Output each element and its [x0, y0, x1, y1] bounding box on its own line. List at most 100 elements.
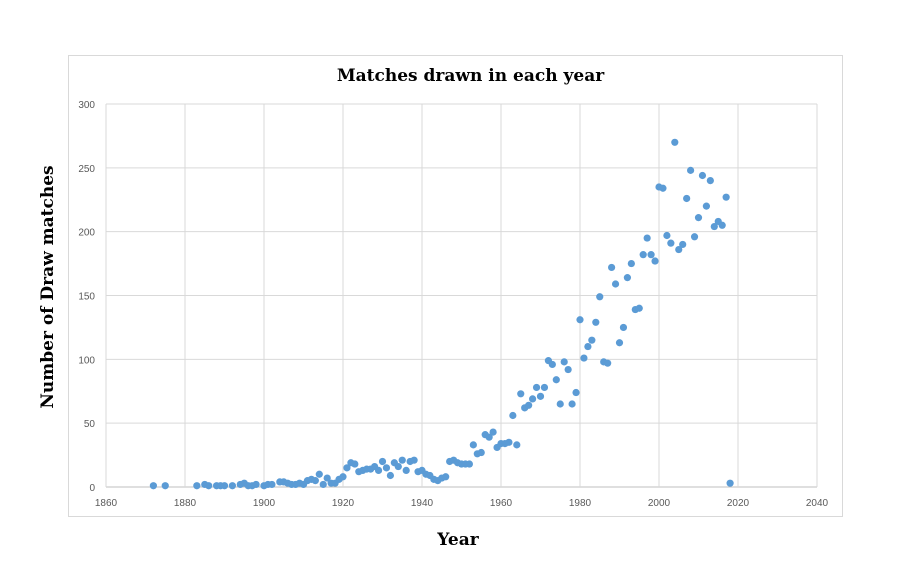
- data-point: [667, 239, 675, 247]
- data-point: [525, 401, 533, 409]
- x-tick-label: 2020: [727, 498, 750, 509]
- data-point: [193, 482, 201, 490]
- data-point: [639, 251, 647, 259]
- y-axis-tick-labels: 0 50 100 150 200 250 300: [78, 100, 95, 494]
- data-point: [671, 138, 679, 146]
- data-point: [315, 470, 323, 478]
- data-point: [268, 480, 276, 489]
- chart-title: Matches drawn in each year: [336, 66, 605, 86]
- data-point: [604, 359, 612, 367]
- data-point: [465, 460, 473, 468]
- data-point: [398, 456, 406, 464]
- data-point: [564, 365, 572, 374]
- y-tick-label: 0: [89, 483, 95, 494]
- gridlines: [105, 103, 818, 488]
- data-point: [683, 194, 691, 203]
- data-point: [311, 477, 319, 485]
- data-point: [623, 274, 632, 282]
- data-point: [485, 433, 493, 441]
- chart-area: [68, 55, 843, 517]
- data-point: [663, 231, 671, 240]
- x-axis-tick-labels: 1860 1880 1900 1920 1940 1960 1980 2000 2020 2040: [95, 498, 829, 509]
- x-tick-label: 1960: [490, 498, 513, 509]
- data-point: [710, 222, 718, 231]
- data-point: [386, 471, 394, 480]
- data-point: [319, 480, 327, 489]
- data-point: [560, 358, 568, 366]
- data-point: [394, 462, 402, 471]
- data-point: [540, 383, 549, 392]
- data-point: [378, 457, 387, 466]
- data-point: [687, 166, 695, 174]
- data-point: [252, 480, 260, 489]
- x-tick-label: 1940: [411, 498, 434, 509]
- y-tick-label: 300: [78, 100, 95, 111]
- data-point: [442, 473, 450, 481]
- data-point: [584, 342, 592, 351]
- data-point: [694, 214, 703, 222]
- data-point: [675, 245, 683, 254]
- data-point: [568, 400, 576, 408]
- data-point: [596, 293, 604, 301]
- data-point: [651, 257, 659, 265]
- data-point: [469, 441, 477, 449]
- x-tick-label: 1920: [332, 498, 355, 509]
- data-point: [517, 390, 525, 398]
- data-point: [351, 460, 359, 468]
- data-point: [374, 466, 383, 475]
- data-point: [509, 411, 517, 420]
- x-tick-label: 1860: [95, 498, 118, 509]
- data-point: [513, 441, 521, 449]
- data-point: [532, 383, 541, 392]
- x-tick-label: 2040: [806, 498, 829, 509]
- x-tick-label: 2000: [648, 498, 671, 509]
- data-point: [706, 177, 714, 185]
- data-point: [588, 336, 596, 344]
- data-points: [149, 138, 734, 490]
- data-point: [205, 482, 213, 490]
- data-point: [608, 263, 616, 272]
- data-point: [161, 482, 169, 490]
- data-point: [647, 251, 655, 259]
- data-point: [228, 482, 236, 490]
- data-point: [339, 473, 347, 481]
- y-tick-label: 100: [78, 355, 95, 366]
- y-tick-label: 50: [84, 419, 96, 430]
- data-point: [635, 304, 643, 312]
- data-point: [702, 202, 711, 210]
- data-point: [505, 438, 513, 446]
- data-point: [220, 482, 229, 490]
- y-tick-label: 200: [78, 228, 95, 239]
- data-point: [536, 392, 545, 400]
- y-tick-label: 250: [78, 164, 95, 175]
- data-point: [572, 388, 580, 397]
- x-tick-label: 1900: [253, 498, 276, 509]
- x-axis-title: Year: [437, 530, 479, 550]
- data-point: [477, 448, 485, 457]
- x-tick-label: 1980: [569, 498, 592, 509]
- data-point: [323, 474, 331, 482]
- data-point: [690, 233, 699, 241]
- data-point: [149, 482, 157, 490]
- data-point: [718, 221, 726, 229]
- data-point: [580, 354, 588, 362]
- data-point: [643, 234, 651, 242]
- data-point: [659, 184, 667, 192]
- data-point: [382, 464, 391, 472]
- data-point: [722, 193, 730, 201]
- x-tick-label: 1880: [174, 498, 197, 509]
- data-point: [679, 240, 687, 249]
- data-point: [726, 479, 734, 487]
- data-point: [548, 360, 556, 369]
- data-point: [402, 466, 410, 475]
- data-point: [552, 376, 560, 384]
- data-point: [592, 318, 600, 326]
- data-point: [615, 339, 624, 347]
- data-point: [343, 464, 351, 472]
- data-point: [611, 280, 620, 288]
- data-point: [627, 259, 635, 268]
- data-point: [489, 428, 497, 436]
- data-point: [698, 171, 707, 180]
- y-tick-label: 150: [78, 292, 95, 303]
